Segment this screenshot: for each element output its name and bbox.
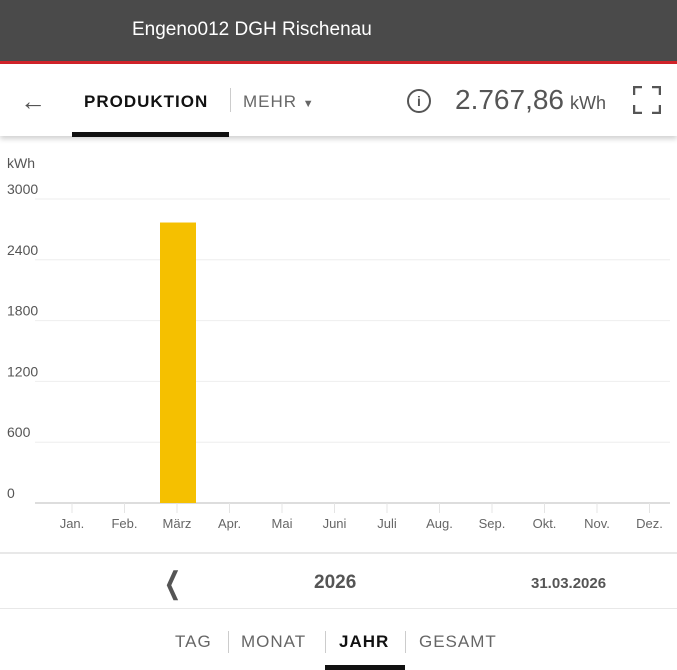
previous-period-chevron-icon[interactable]: ❮ [163, 567, 182, 600]
total-unit: kWh [570, 93, 606, 113]
period-date: 31.03.2026 [531, 575, 607, 592]
divider [0, 552, 677, 554]
x-tick-label: Nov. [584, 516, 610, 531]
caret-down-icon: ▼ [302, 98, 315, 110]
x-tick-label: Dez. [636, 516, 663, 531]
x-tick-label: März [163, 516, 192, 531]
x-tick-label: Feb. [111, 516, 137, 531]
title-bar: Engeno012 DGH Rischenau [0, 0, 677, 64]
nav-bar: ← PRODUKTION MEHR ▼ i 2.767,86 kWh [0, 64, 677, 137]
x-tick-label: Apr. [218, 516, 241, 531]
x-tick-label: Okt. [533, 516, 557, 531]
y-tick-label: 2400 [7, 242, 38, 258]
x-tick-label: Aug. [426, 516, 453, 531]
period-tab-monat[interactable]: MONAT [241, 632, 307, 651]
divider [228, 631, 229, 653]
y-tick-label: 600 [7, 424, 31, 440]
x-tick-label: Sep. [479, 516, 506, 531]
x-tick-label: Mai [272, 516, 293, 531]
period-tab-tag[interactable]: TAG [175, 632, 212, 651]
period-tab-gesamt[interactable]: GESAMT [419, 632, 497, 651]
divider [325, 631, 326, 653]
page-title: Engeno012 DGH Rischenau [132, 19, 372, 40]
mehr-label: MEHR [243, 92, 298, 111]
fullscreen-icon[interactable] [633, 86, 661, 114]
y-tick-label: 1200 [7, 363, 38, 379]
tab-mehr[interactable]: MEHR ▼ [243, 92, 315, 112]
x-tick-label: Jan. [60, 516, 85, 531]
divider [230, 88, 231, 112]
back-arrow-icon[interactable]: ← [20, 86, 46, 116]
total-production: 2.767,86 kWh [455, 84, 606, 116]
info-icon[interactable]: i [407, 89, 431, 113]
x-tick-label: Juni [323, 516, 347, 531]
production-chart: kWh 0 600 1200 1800 2400 3000 Jan. Feb. März Apr. M… [7, 155, 670, 531]
y-tick-label: 0 [7, 485, 15, 501]
bar-März [160, 222, 196, 503]
y-tick-label: 1800 [7, 303, 38, 319]
active-tab-indicator [72, 132, 229, 137]
tab-produktion[interactable]: PRODUKTION [84, 92, 209, 111]
period-tab-jahr[interactable]: JAHR [339, 632, 390, 651]
x-tick-label: Juli [377, 516, 397, 531]
divider [0, 608, 677, 609]
period-year: 2026 [314, 572, 357, 593]
active-period-indicator [325, 665, 405, 670]
total-value: 2.767,86 [455, 84, 564, 115]
y-axis-label: kWh [7, 155, 35, 171]
divider [405, 631, 406, 653]
y-tick-label: 3000 [7, 181, 38, 197]
